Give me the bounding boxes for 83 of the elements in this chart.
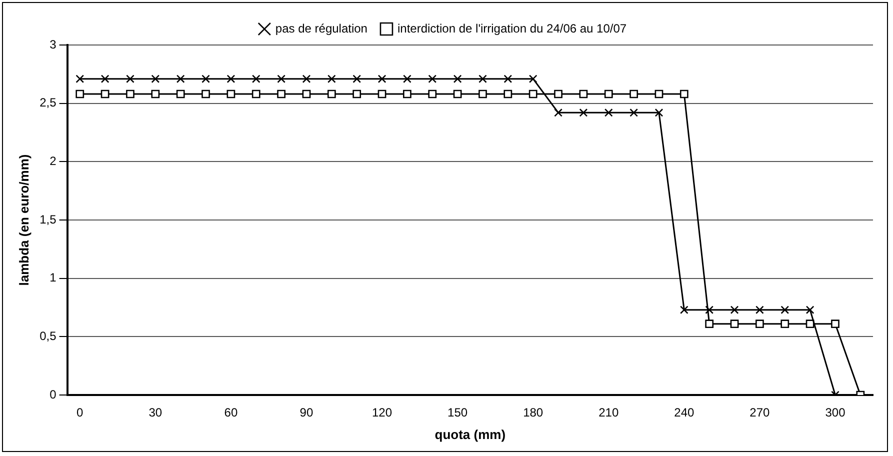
point (76, 90, 84, 98)
x-axis-title: quota (mm) (434, 426, 506, 442)
x-tick-label: 0 (76, 406, 84, 420)
point (630, 90, 638, 98)
point (302, 90, 311, 98)
x-tick-label: 300 (825, 406, 846, 420)
point (478, 74, 487, 84)
point (780, 306, 790, 314)
point (604, 90, 613, 98)
point (554, 90, 562, 98)
y-tick-label: 2,5 (40, 96, 57, 110)
y-tick-label: 3 (50, 37, 57, 52)
x-tick-label: 90 (300, 406, 314, 420)
point (654, 108, 664, 117)
point (604, 108, 613, 117)
point (579, 90, 588, 98)
point (579, 108, 588, 117)
x-tick-label: 210 (598, 406, 619, 420)
point (630, 108, 638, 117)
point (428, 74, 437, 84)
x-tick-label: 150 (448, 406, 468, 420)
point (100, 74, 110, 84)
point (378, 90, 386, 98)
y-tick-label: 2 (50, 154, 57, 168)
point (654, 90, 664, 98)
point (756, 320, 764, 328)
point (202, 90, 210, 98)
point (226, 74, 236, 84)
y-tick-label: 1,5 (40, 212, 57, 226)
point (277, 90, 286, 98)
legend-label: interdiction de l'irrigation du 24/06 au 10/07 (397, 21, 627, 36)
point (680, 306, 688, 314)
point (176, 74, 185, 84)
point (478, 90, 487, 98)
point (780, 320, 790, 328)
point (126, 90, 134, 98)
point (151, 90, 160, 98)
point (76, 74, 84, 84)
point (705, 306, 714, 314)
point (226, 90, 236, 98)
point (528, 74, 538, 84)
point (126, 74, 134, 84)
point (428, 90, 437, 98)
y-tick-label: 0 (50, 387, 57, 402)
y-axis-title: lambda (en euro/mm) (16, 154, 32, 286)
point (504, 74, 512, 84)
point (352, 90, 362, 98)
point (806, 306, 814, 314)
point (806, 320, 814, 328)
x-tick-label: 120 (372, 406, 392, 420)
point (756, 306, 764, 314)
point (730, 320, 739, 328)
x-tick-label: 30 (148, 406, 162, 420)
point (352, 74, 362, 84)
point (680, 90, 688, 98)
point (176, 90, 185, 98)
point (277, 74, 286, 84)
point (252, 74, 260, 84)
point (403, 74, 412, 84)
point (327, 74, 336, 84)
point (252, 90, 260, 98)
x-tick-label: 180 (523, 406, 544, 420)
point (831, 320, 840, 328)
point (453, 90, 462, 98)
point (504, 90, 512, 98)
x-tick-label: 270 (750, 406, 770, 420)
point (554, 108, 562, 117)
point (403, 90, 412, 98)
x-tick-label: 60 (224, 406, 238, 420)
point (151, 74, 160, 84)
y-tick-label: 1 (50, 270, 57, 285)
point (100, 90, 110, 98)
point (202, 74, 210, 84)
point (302, 74, 311, 84)
point (453, 74, 462, 84)
point (327, 90, 336, 98)
legend-label: pas de régulation (275, 21, 368, 36)
point (378, 74, 386, 84)
point (730, 306, 739, 314)
point (705, 320, 714, 328)
y-tick-label: 0,5 (40, 328, 57, 343)
point (528, 90, 538, 98)
x-tick-label: 240 (674, 406, 694, 420)
